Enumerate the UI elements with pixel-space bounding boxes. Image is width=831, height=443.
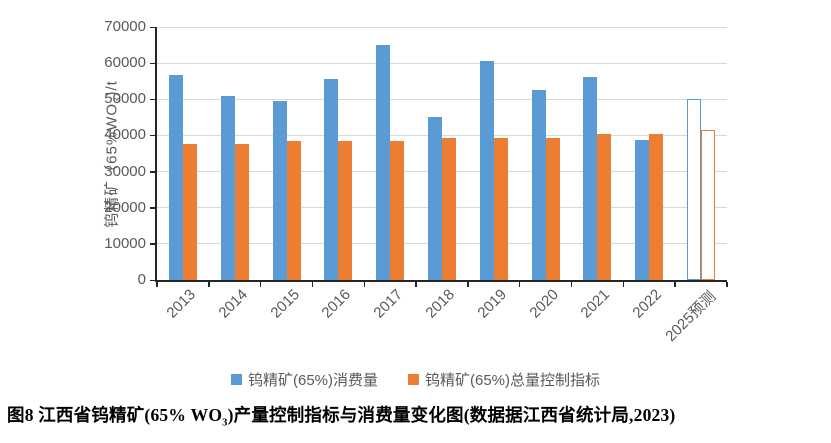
- bar-2018-series0: [428, 117, 442, 280]
- bar-2021-series0: [583, 77, 597, 280]
- legend: 钨精矿(65%)消费量 钨精矿(65%)总量控制指标: [0, 369, 831, 390]
- legend-item-series0: 钨精矿(65%)消费量: [230, 369, 378, 390]
- y-tick-label: 30000: [104, 162, 146, 180]
- x-tick-label: 2018: [422, 286, 459, 322]
- legend-swatch-icon: [408, 374, 419, 385]
- bar-2014-series0: [221, 96, 235, 280]
- gridline: [157, 134, 727, 136]
- bar-2016-series1: [338, 141, 352, 280]
- x-tick-label: 2013: [163, 286, 199, 322]
- bar-2019-series1: [494, 138, 508, 280]
- bar-2021-series1: [597, 134, 611, 280]
- y-tick-mark: [150, 279, 155, 281]
- x-tick-label: 2017: [370, 286, 407, 322]
- x-tick-mark: [363, 282, 366, 287]
- gridline: [157, 62, 727, 64]
- bar-2017-series1: [390, 141, 404, 280]
- x-tick-mark: [726, 282, 728, 287]
- x-tick-mark: [311, 282, 314, 287]
- x-tick-label: 2022: [629, 286, 666, 322]
- bar-2025预测-series1: [701, 130, 715, 280]
- x-tick-label: 2019: [474, 286, 510, 322]
- y-tick-label: 10000: [104, 234, 146, 252]
- y-axis-tick-labels: 0 10000 20000 30000 40000 50000 60000 70000: [88, 19, 146, 288]
- bar-2015-series1: [287, 141, 301, 280]
- gridline: [157, 98, 727, 100]
- y-tick-label: 60000: [104, 54, 146, 72]
- bar-2018-series1: [442, 138, 456, 280]
- y-tick-mark: [150, 207, 155, 209]
- caption-prefix: 图8 江西省钨精矿(65% WO: [7, 405, 223, 425]
- x-tick-mark: [518, 282, 521, 287]
- bar-2017-series0: [376, 45, 390, 280]
- y-tick-label: 20000: [104, 198, 146, 216]
- x-tick-mark: [674, 282, 676, 287]
- x-tick-label: 2021: [577, 286, 614, 322]
- plot-area: [150, 26, 728, 287]
- bar-2022-series0: [635, 140, 649, 280]
- bar-2015-series0: [273, 101, 287, 280]
- bar-2025预测-series0: [687, 99, 701, 280]
- bar-2020-series1: [546, 138, 560, 280]
- bar-2019-series0: [480, 61, 494, 280]
- y-tick-label: 0: [137, 271, 146, 288]
- legend-item-series1: 钨精矿(65%)总量控制指标: [408, 369, 600, 390]
- bar-2013-series1: [183, 144, 197, 280]
- x-tick-mark: [156, 282, 158, 287]
- y-tick-mark: [150, 134, 155, 137]
- legend-label: 钨精矿(65%)总量控制指标: [425, 372, 601, 389]
- y-tick-mark: [150, 243, 155, 245]
- y-tick-mark: [150, 98, 155, 101]
- gridline: [157, 26, 727, 28]
- bar-2022-series1: [649, 134, 663, 280]
- y-tick-label: 70000: [104, 18, 146, 35]
- y-tick-mark: [150, 62, 155, 65]
- x-tick-label: 2015: [266, 286, 303, 322]
- x-tick-label: 2020: [526, 286, 562, 322]
- x-tick-mark: [622, 282, 625, 287]
- x-tick-mark: [259, 282, 262, 287]
- x-tick-mark: [208, 282, 210, 287]
- y-tick-label: 50000: [104, 90, 146, 108]
- bar-2016-series0: [324, 79, 338, 280]
- x-tick-label: 2025预测: [662, 288, 720, 345]
- figure-caption: 图8 江西省钨精矿(65% WO3)产量控制指标与消费量变化图(数据据江西省统计…: [7, 402, 827, 429]
- x-tick-mark: [467, 282, 469, 287]
- legend-label: 钨精矿(65%)消费量: [247, 372, 378, 389]
- caption-subscript: 3: [222, 417, 228, 429]
- y-tick-label: 40000: [104, 126, 146, 144]
- x-tick-label: 2014: [215, 286, 251, 322]
- legend-swatch-icon: [230, 374, 242, 385]
- x-tick-mark: [570, 282, 573, 287]
- bar-2020-series0: [532, 90, 546, 280]
- caption-suffix: )产量控制指标与消费量变化图(数据据江西省统计局,2023): [227, 405, 676, 425]
- x-tick-mark: [415, 282, 417, 287]
- x-tick-label: 2016: [318, 286, 355, 322]
- y-tick-mark: [150, 171, 155, 173]
- y-tick-mark: [150, 26, 155, 28]
- bar-2013-series0: [169, 75, 183, 280]
- bar-2014-series1: [235, 144, 249, 280]
- x-axis-tick-labels: 2013 2014 2015 2016 2017 2018 2019 2020 2021 2022…: [155, 286, 725, 356]
